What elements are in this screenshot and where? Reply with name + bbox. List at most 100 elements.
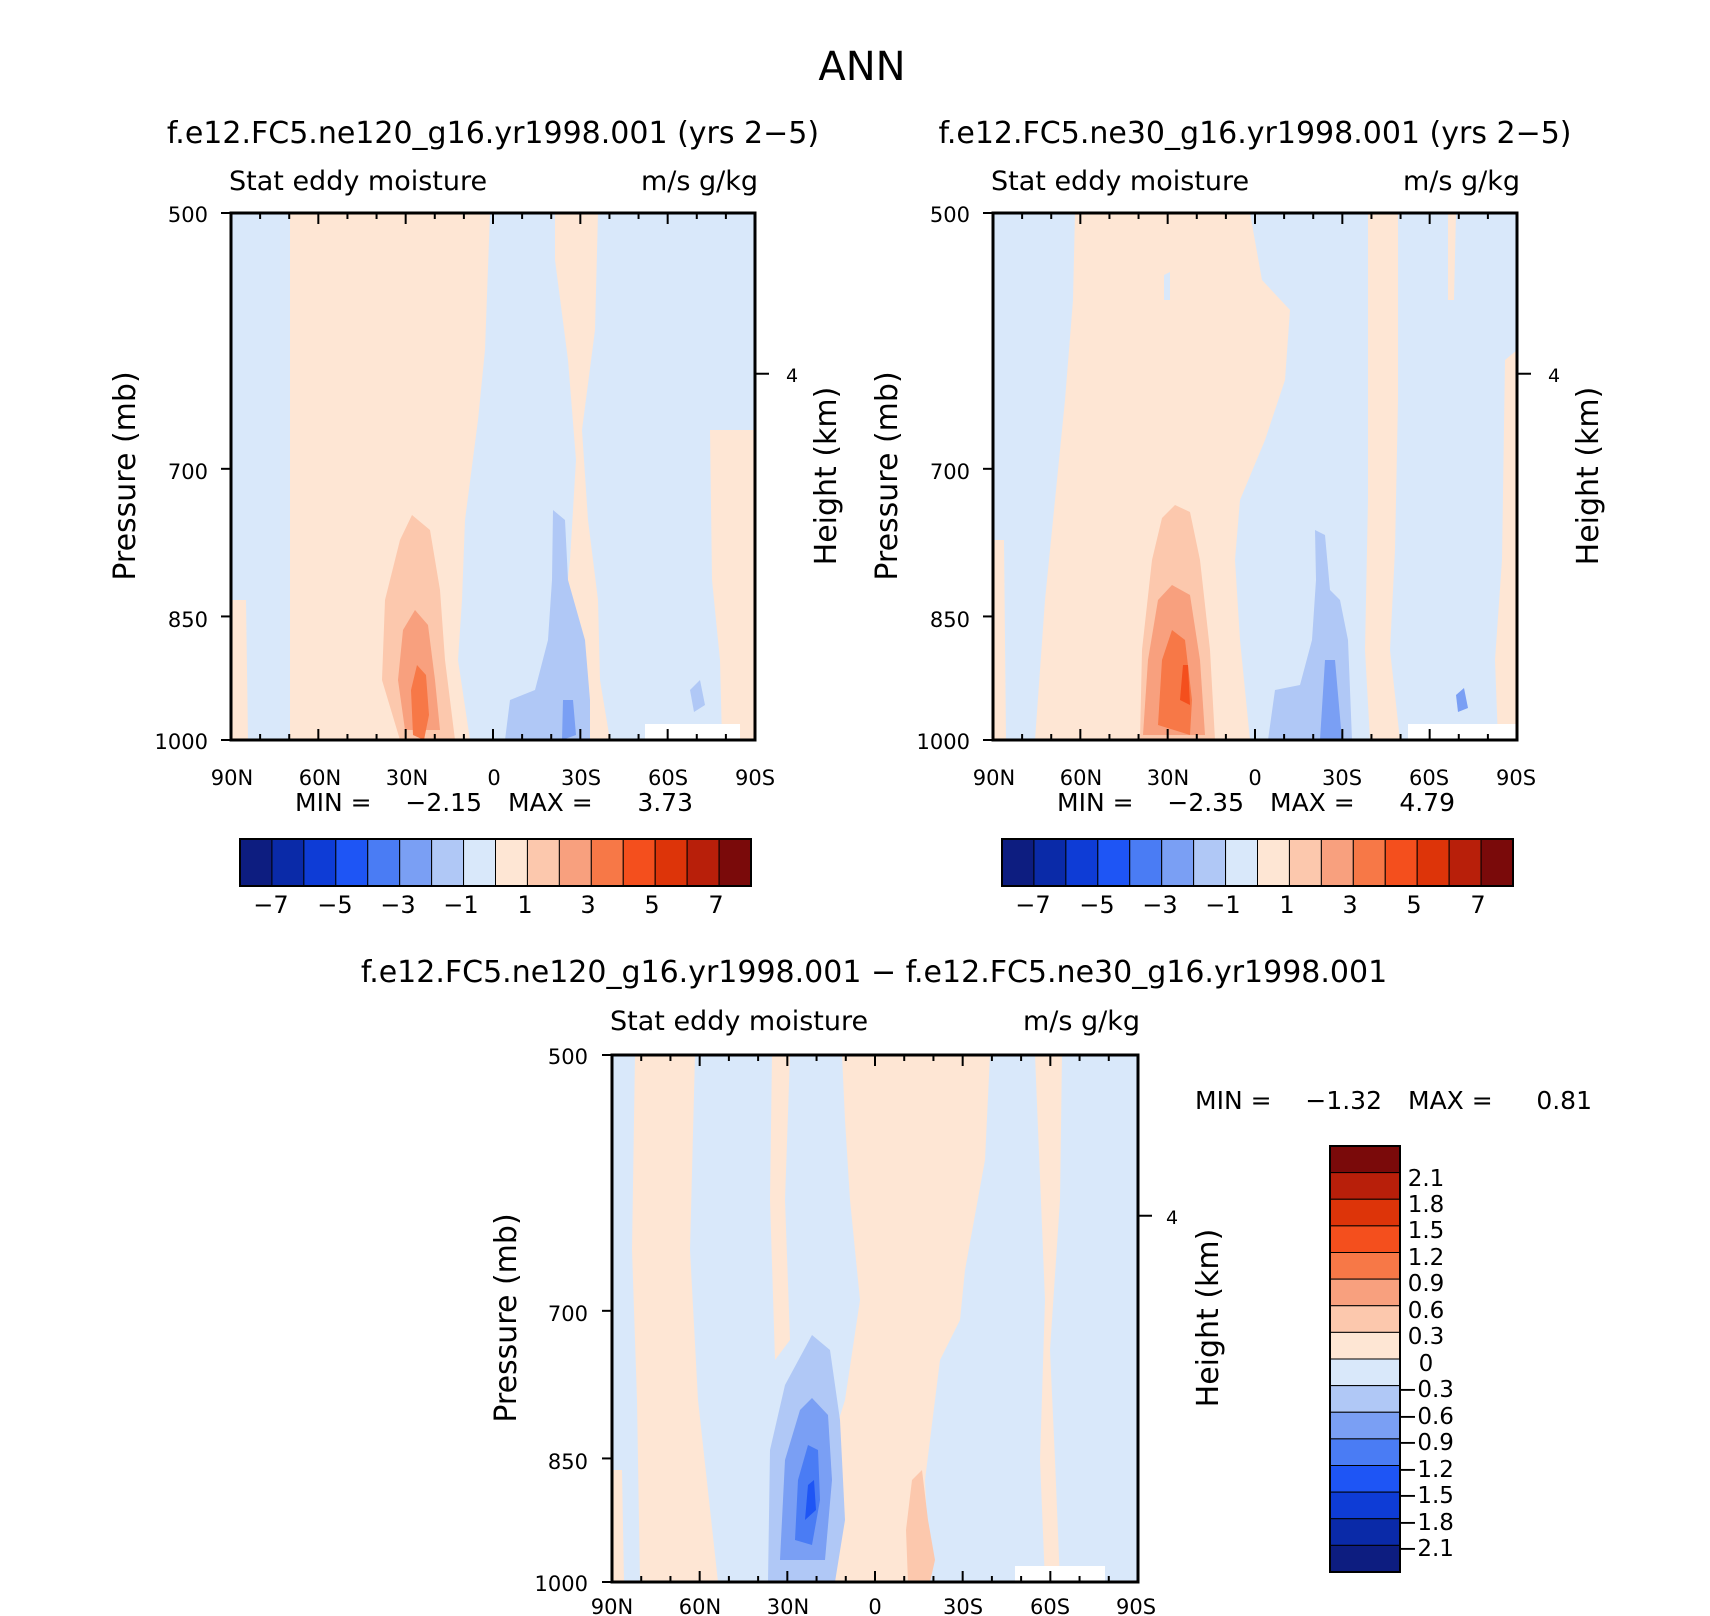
colorbar-label: 1.8 xyxy=(1408,1192,1445,1218)
positive-peak xyxy=(1180,665,1190,705)
colorbar-swatch xyxy=(239,838,273,887)
colorbar-swatch xyxy=(686,838,720,887)
colorbar-swatch xyxy=(1329,1438,1401,1466)
positive-band-south xyxy=(1365,213,1400,740)
colorbar-label: 5 xyxy=(1406,891,1421,919)
negative-fleck xyxy=(1164,272,1170,300)
y-axis-labels: 500 700 850 1000 xyxy=(535,1045,588,1596)
x-tick-label: 90N xyxy=(591,1595,633,1616)
y-tick-label: 850 xyxy=(548,1450,588,1474)
contour-field xyxy=(231,213,755,740)
positive-band-north xyxy=(632,1055,718,1582)
figure-title: ANN xyxy=(818,44,905,90)
negative-core xyxy=(1320,660,1342,740)
colorbar-swatch xyxy=(1329,1385,1401,1413)
colorbar-label: 1.2 xyxy=(1408,1245,1445,1271)
colorbar-label: −1.2 xyxy=(1398,1457,1454,1483)
colorbar-label: 1 xyxy=(517,891,532,919)
colorbar-label: 3 xyxy=(1342,891,1357,919)
positive-sliver-south xyxy=(1448,213,1456,300)
colorbar-frame xyxy=(1329,1145,1401,1573)
colorbar-swatch xyxy=(1329,1491,1401,1520)
colorbar-label: −0.6 xyxy=(1398,1404,1454,1430)
x-tick-label: 60N xyxy=(299,766,341,790)
colorbar-swatch xyxy=(526,838,560,887)
colorbar-swatch xyxy=(399,838,433,887)
positive-core-inner xyxy=(1158,630,1192,735)
panel-title: f.e12.FC5.ne120_g16.yr1998.001 (yrs 2−5) xyxy=(167,116,819,151)
colorbar-swatch xyxy=(1320,838,1354,887)
x-tick-label: 90S xyxy=(1496,766,1536,790)
min-max-readout: MIN = −1.32 MAX = 0.81 xyxy=(1195,1086,1592,1115)
colorbar-swatch xyxy=(463,838,496,887)
colorbar xyxy=(1329,1145,1401,1573)
colorbar-label: −3 xyxy=(1142,891,1177,919)
max-value: 4.79 xyxy=(1399,788,1455,817)
colorbar-swatch xyxy=(590,838,624,887)
x-axis-labels: 90N 60N 30N 0 30S 60S 90S xyxy=(591,1595,1156,1616)
positive-sliver xyxy=(232,600,248,740)
colorbar-swatch xyxy=(1329,1411,1401,1440)
x-tick-label: 60S xyxy=(648,766,688,790)
x-axis-labels: 90N 60N 30N 0 30S 60S 90S xyxy=(973,766,1536,790)
colorbar-label: −1 xyxy=(1205,891,1240,919)
colorbar-label: −7 xyxy=(253,891,288,919)
y-tick-label: 700 xyxy=(930,460,970,484)
colorbar-swatch xyxy=(1161,838,1195,887)
missing-data-mask xyxy=(1015,1566,1105,1582)
y-tick-label: 1000 xyxy=(155,730,208,754)
positive-edge xyxy=(1495,350,1517,740)
colorbar-swatch xyxy=(335,838,369,887)
colorbar-label: 1 xyxy=(1279,891,1294,919)
axis-ticks xyxy=(221,212,769,741)
colorbar-label: −3 xyxy=(380,891,415,919)
colorbar-label: 0.9 xyxy=(1408,1271,1445,1297)
positive-sliver-south xyxy=(710,430,754,740)
colorbar-swatch xyxy=(1033,838,1067,887)
positive-band-central xyxy=(812,1055,990,1582)
panel-title: f.e12.FC5.ne120_g16.yr1998.001 − f.e12.F… xyxy=(361,955,1387,990)
colorbar-swatch xyxy=(1329,1465,1401,1493)
max-label: MAX = xyxy=(1408,1086,1493,1115)
min-label: MIN = xyxy=(1057,788,1134,817)
colorbar-label: 7 xyxy=(1470,891,1485,919)
colorbar-label: −7 xyxy=(1015,891,1050,919)
colorbar-swatch xyxy=(1329,1252,1401,1280)
colorbar-swatch xyxy=(1329,1172,1401,1200)
colorbar-swatch xyxy=(1329,1358,1401,1387)
height-tick-label: 4 xyxy=(786,365,798,387)
colorbar-labels: 2.1 1.8 1.5 1.2 0.9 0.6 0.3 0 −0.3 −0.6 … xyxy=(1398,1166,1454,1562)
colorbar-swatch xyxy=(558,838,592,887)
y-tick-label: 500 xyxy=(168,203,208,227)
axis-ticks xyxy=(983,212,1531,741)
colorbar-label: −1.5 xyxy=(1398,1483,1454,1509)
y-tick-label: 500 xyxy=(930,203,970,227)
colorbar-label: 0.6 xyxy=(1408,1298,1445,1324)
colorbar-label: 7 xyxy=(708,891,723,919)
height-tick-label: 4 xyxy=(1166,1207,1178,1229)
variable-name: Stat eddy moisture xyxy=(229,166,487,197)
x-tick-label: 90N xyxy=(211,766,253,790)
colorbar-swatch xyxy=(1329,1305,1401,1333)
y-tick-label: 700 xyxy=(168,460,208,484)
colorbar-swatch xyxy=(1257,838,1290,887)
positive-sliver-north xyxy=(612,1470,624,1582)
min-max-readout: MIN = −2.35 MAX = 4.79 xyxy=(1057,788,1455,817)
x-tick-label: 30S xyxy=(561,766,601,790)
positive-core-inner xyxy=(411,665,429,740)
colorbar-swatch xyxy=(1480,838,1514,887)
colorbar-swatch xyxy=(1416,838,1450,887)
colorbar-frame xyxy=(239,838,752,887)
max-label: MAX = xyxy=(1270,788,1355,817)
colorbar xyxy=(239,838,752,887)
units-label: m/s g/kg xyxy=(641,166,758,197)
colorbar-swatch xyxy=(1001,838,1035,887)
colorbar-label: −2.1 xyxy=(1398,1536,1454,1562)
x-tick-label: 30N xyxy=(767,1595,809,1616)
x-axis-labels: 90N 60N 30N 0 30S 60S 90S xyxy=(211,766,775,790)
y-axis-title: Pressure (mb) xyxy=(108,371,143,580)
colorbar-label: 0.3 xyxy=(1408,1324,1445,1350)
y-tick-label: 1000 xyxy=(535,1572,588,1596)
colorbar-swatch xyxy=(654,838,688,887)
